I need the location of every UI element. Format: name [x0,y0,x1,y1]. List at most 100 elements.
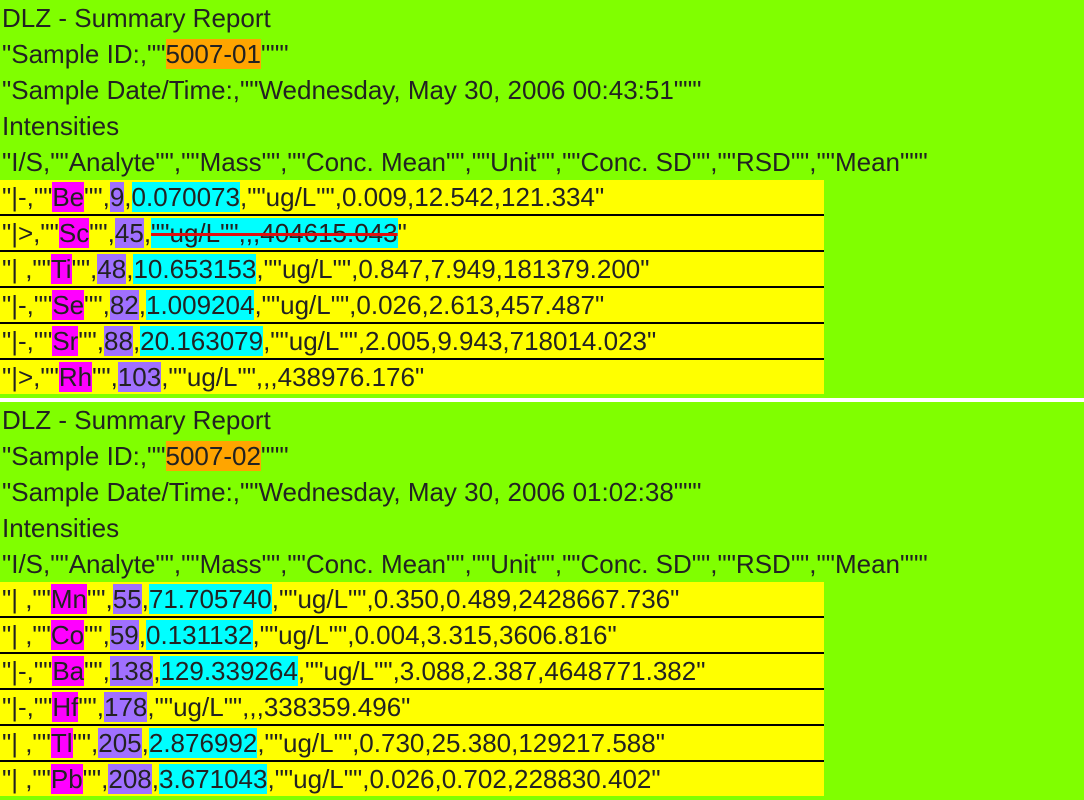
row-rest: ,""ug/L"",0.026,2.613,457.487" [254,290,605,320]
mass: 138 [109,656,154,686]
row-sep: , [124,182,132,212]
table-row: "|-,""Be"",9,0.070073,""ug/L"",0.009,12.… [0,180,824,216]
analyte: Rh [58,362,93,392]
column-header: "I/S,""Analyte"",""Mass"",""Conc. Mean""… [2,549,928,579]
summary-report-2: DLZ - Summary Report "Sample ID:,""5007-… [0,402,1084,800]
sample-id-suffix: """ [260,39,289,69]
row-sep: , [138,290,146,320]
mass: 48 [97,254,127,284]
conc-mean: 1.009204 [145,290,255,320]
analyte: Be [52,182,85,212]
row-sep: "", [71,254,98,284]
row-sep: , [126,254,134,284]
row-sep: , [153,656,161,686]
section-label: Intensities [2,513,120,543]
row-prefix: "|-,"" [2,182,53,212]
sample-date-line: "Sample Date/Time:,""Wednesday, May 30, … [2,477,702,507]
row-prefix: "| ,"" [2,728,51,758]
conc-mean: 71.705740 [148,584,272,614]
row-prefix: "| ,"" [2,584,51,614]
conc-mean: 20.163079 [140,326,264,356]
row-rest: ,""ug/L"",0.004,3.315,3606.816" [252,620,617,650]
row-sep: , [143,218,152,248]
sample-id-line: "Sample ID:,""5007-02""" [0,438,1084,474]
analyte: Hf [52,692,79,722]
mass: 55 [112,584,142,614]
row-sep: , [138,620,146,650]
sample-id-suffix: """ [260,441,289,471]
row-sep: "", [89,218,115,248]
mass: 82 [109,290,139,320]
analyte: Se [52,290,85,320]
row-prefix: "|>,"" [2,362,59,392]
row-prefix: "|-,"" [2,290,53,320]
mass: 178 [104,692,148,722]
mass: 9 [109,182,125,212]
report-title: DLZ - Summary Report [2,405,271,435]
row-sep: "", [82,764,109,794]
report-title: DLZ - Summary Report [2,3,271,33]
row-prefix: "|>,"" [2,218,59,248]
column-header: "I/S,""Analyte"",""Mass"",""Conc. Mean""… [2,147,928,177]
table-row: "| ,""Mn"",55,71.705740,""ug/L"",0.350,0… [0,582,824,618]
conc-mean: 0.131132 [145,620,253,650]
row-tail: " [397,218,407,248]
row-rest: ,""ug/L"",,,338359.496" [147,692,411,722]
row-sep: , [151,764,160,794]
row-sep: "", [84,620,110,650]
table-row: "|-,""Hf"",178,""ug/L"",,,338359.496" [0,690,824,726]
analyte: Mn [50,584,88,614]
mass: 45 [114,218,144,248]
row-rest: ,""ug/L"",0.730,25.380,129217.588" [257,728,665,758]
analyte: Co [50,620,85,650]
table-row: "| ,""Ti"",48,10.653153,""ug/L"",0.847,7… [0,252,824,288]
row-sep: "", [84,656,110,686]
conc-mean: 129.339264 [160,656,298,686]
conc-mean: 2.876992 [148,728,258,758]
conc-mean: 0.070073 [131,182,240,212]
mass: 103 [117,362,162,392]
row-rest: ,""ug/L"",3.088,2.387,4648771.382" [297,656,706,686]
row-rest: ,""ug/L"",0.009,12.542,121.334" [239,182,605,212]
table-row: "| ,""Co"",59,0.131132,""ug/L"",0.004,3.… [0,618,824,654]
conc-mean: 10.653153 [133,254,257,284]
summary-report-1: DLZ - Summary Report "Sample ID:,""5007-… [0,0,1084,398]
analyte: Sr [52,326,79,356]
table-row: "| ,""Pb"",208,3.671043,""ug/L"",0.026,0… [0,762,824,796]
row-rest: ,""ug/L"",0.847,7.949,181379.200" [256,254,650,284]
section-label: Intensities [2,111,120,141]
row-sep: "", [78,326,105,356]
table-row: "|>,""Rh"",103,""ug/L"",,,438976.176" [0,360,824,394]
analyte: Ti [50,254,72,284]
analyte: Sc [58,218,90,248]
row-sep: "", [87,584,113,614]
row-sep: "", [72,728,99,758]
sample-id-line: "Sample ID:,""5007-01""" [0,36,1084,72]
mass: 208 [108,764,152,794]
mass: 88 [104,326,133,356]
table-row: "|-,""Sr"",88,20.163079,""ug/L"",2.005,9… [0,324,824,360]
mass: 205 [98,728,142,758]
sample-id-value: 5007-01 [165,39,261,69]
analyte: Pb [50,764,83,794]
row-prefix: "|-,"" [2,326,53,356]
data-rows: "|-,""Be"",9,0.070073,""ug/L"",0.009,12.… [0,180,1084,394]
table-row: "|-,""Se"",82,1.009204,""ug/L"",0.026,2.… [0,288,824,324]
row-rest: ,""ug/L"",2.005,9.943,718014.023" [263,326,657,356]
row-sep: , [132,326,141,356]
row-prefix: "|-,"" [2,692,53,722]
sample-id-prefix: "Sample ID:,"" [2,441,166,471]
data-rows: "| ,""Mn"",55,71.705740,""ug/L"",0.350,0… [0,582,1084,796]
row-sep: "", [92,362,118,392]
row-prefix: "|-,"" [2,656,53,686]
row-prefix: "| ,"" [2,254,51,284]
table-row: "| ,""Tl"",205,2.876992,""ug/L"",0.730,2… [0,726,824,762]
row-prefix: "| ,"" [2,764,51,794]
analyte: Ba [52,656,85,686]
row-sep: "", [84,182,110,212]
row-rest: ,""ug/L"",0.350,0.489,2428667.736" [271,584,680,614]
row-rest: ,""ug/L"",,,438976.176" [161,362,425,392]
table-row: "|>,""Sc"",45,""ug/L"",,,404615.043" [0,216,824,252]
analyte: Tl [50,728,73,758]
sample-id-prefix: "Sample ID:,"" [2,39,166,69]
